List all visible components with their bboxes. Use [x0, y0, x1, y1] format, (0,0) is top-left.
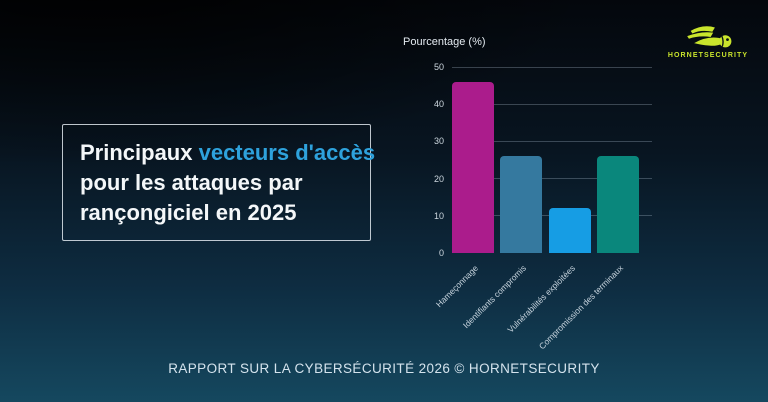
plot-area: 0 10 20 30 40 50 Hameçonnage Identifiants compr… — [434, 62, 652, 351]
x-category-label: Hameçonnage — [433, 263, 481, 310]
y-tick-label: 50 — [433, 62, 444, 72]
title-highlight: vecteurs d'accès — [198, 140, 376, 165]
chart-axis-title: Pourcentage (%) — [403, 36, 486, 48]
hornet-icon — [664, 24, 752, 50]
title-line-3: rançongiciel en 2025 — [80, 200, 297, 225]
y-tick-label: 20 — [433, 173, 444, 184]
y-tick-label: 40 — [433, 99, 444, 110]
footer-text: RAPPORT SUR LA CYBERSÉCURITÉ 2026 © HORN… — [168, 361, 600, 376]
chart-bar — [597, 156, 639, 253]
grid-line — [452, 178, 652, 180]
title-line-2: pour les attaques par — [80, 170, 303, 195]
title-prefix: Principaux — [80, 140, 199, 165]
x-category-label: Identifiants compromis — [460, 263, 529, 331]
y-tick-label: 30 — [433, 136, 444, 147]
title-box: Principaux vecteurs d'accès pour les att… — [62, 124, 375, 241]
title-line-1: Principaux vecteurs d'accès — [80, 138, 375, 168]
grid-line — [452, 103, 652, 105]
bar-chart: Pourcentage (%) 0 10 20 30 40 50 Hameçonnage Id… — [395, 30, 695, 360]
y-tick-label: 10 — [433, 210, 444, 221]
grid-line — [452, 66, 652, 68]
x-category-label: Compromission des terminaux — [536, 263, 626, 352]
chart-bar — [452, 82, 494, 253]
grid-line — [452, 140, 652, 142]
y-tick-label: 0 — [438, 248, 444, 258]
chart-bar — [500, 156, 542, 253]
x-category-label: Vulnérabilités exploitées — [505, 263, 578, 335]
brand-name: HORNETSECURITY — [667, 52, 749, 59]
hornetsecurity-logo: HORNETSECURITY — [664, 24, 752, 59]
chart-bar — [549, 208, 591, 253]
